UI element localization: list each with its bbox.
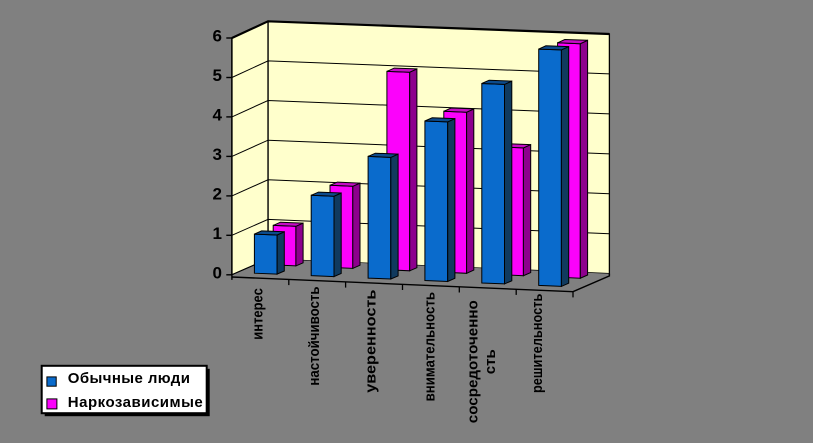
svg-text:интерес: интерес bbox=[251, 288, 267, 340]
svg-text:4: 4 bbox=[213, 106, 223, 125]
svg-text:уверенность: уверенность bbox=[364, 290, 380, 393]
svg-text:Наркозависимые: Наркозависимые bbox=[68, 394, 203, 411]
svg-text:решительность: решительность bbox=[530, 294, 546, 393]
svg-text:настойчивость: настойчивость bbox=[307, 286, 323, 385]
svg-text:сосредоточенно: сосредоточенно bbox=[466, 300, 482, 423]
svg-text:2: 2 bbox=[213, 185, 222, 204]
svg-text:сть: сть bbox=[483, 349, 499, 374]
svg-text:3: 3 bbox=[213, 145, 222, 164]
svg-text:1: 1 bbox=[213, 224, 222, 243]
svg-text:внимательность: внимательность bbox=[422, 292, 438, 401]
svg-text:6: 6 bbox=[213, 27, 222, 46]
svg-text:Обычные люди: Обычные люди bbox=[68, 370, 191, 387]
svg-text:0: 0 bbox=[213, 263, 222, 282]
svg-text:5: 5 bbox=[213, 66, 222, 85]
